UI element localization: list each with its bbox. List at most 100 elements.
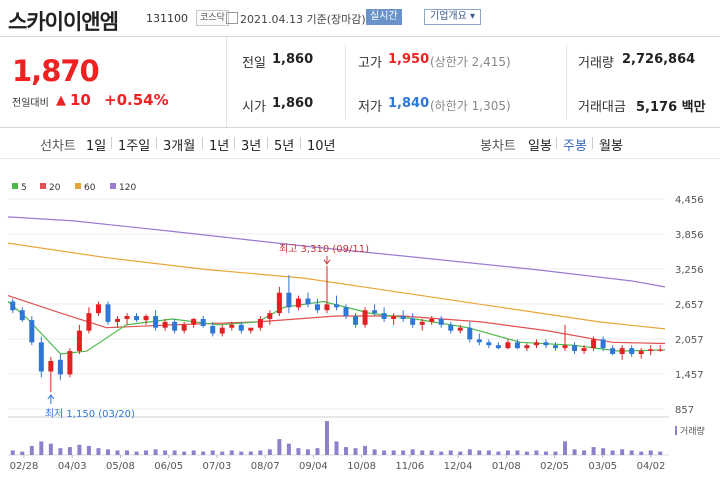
volume-bar	[58, 448, 63, 455]
candle-body	[115, 318, 120, 322]
volume-bar	[591, 447, 596, 455]
volume-bar	[277, 439, 282, 455]
candle-body	[514, 342, 520, 349]
y-tick-label: 3,256	[675, 265, 704, 276]
volume-bar	[48, 443, 53, 455]
legend-swatch	[75, 183, 81, 189]
candle-body	[86, 313, 92, 331]
price-chart[interactable]: 5 20 60 120 최고 3,310 (09/11) 최저 1,150 (03/20…	[0, 159, 720, 489]
legend-label: 120	[119, 183, 136, 193]
volume-bar	[601, 448, 606, 455]
candle-body	[134, 316, 140, 321]
y-tick-label: 1,457	[675, 370, 704, 381]
volume-bar	[20, 451, 25, 455]
tab-10year[interactable]: 10년	[307, 139, 336, 154]
candle-body	[591, 339, 597, 349]
y-tick-label: 2,657	[675, 300, 704, 311]
x-tick-label: 10/08	[347, 461, 376, 472]
volume-bar	[201, 451, 206, 455]
high-value: 1,950	[388, 52, 430, 67]
up-arrow-icon: ▲	[56, 93, 66, 108]
volume-bar	[96, 448, 101, 455]
tab-monthly[interactable]: 월봉	[599, 139, 623, 154]
stock-header: 스카이이앤엠 131100 코스닥 2021.04.13 기준(장마감) 실시간…	[0, 0, 720, 37]
volume-bar	[363, 445, 368, 455]
divider	[592, 137, 593, 149]
volume-bar	[420, 450, 425, 455]
tab-1day[interactable]: 1일	[86, 139, 107, 154]
candle-body	[438, 318, 444, 325]
candle-body	[210, 325, 216, 334]
y-tick-label: 4,456	[675, 195, 704, 206]
low-annotation: 최저 1,150 (03/20)	[45, 408, 135, 420]
volume-value: 2,726,864	[622, 52, 696, 67]
divider	[300, 137, 301, 149]
candle-body	[105, 304, 111, 322]
tab-3month[interactable]: 3개월	[163, 139, 196, 154]
volume-bar	[629, 450, 634, 455]
ma60-line	[7, 242, 666, 330]
candle-body	[572, 345, 578, 352]
candle-body	[143, 316, 149, 321]
candle-body	[600, 339, 606, 349]
volume-bar	[505, 450, 510, 455]
low-arrowhead-icon	[47, 394, 55, 400]
candle-body	[372, 310, 378, 314]
chart-legend: 5 20 60 120	[12, 183, 136, 193]
tab-1week[interactable]: 1주일	[118, 139, 151, 154]
candle-body	[10, 301, 16, 311]
candle-body	[229, 324, 235, 328]
divider	[556, 137, 557, 149]
x-tick-label: 04/02	[637, 461, 666, 472]
x-axis: 02/28 04/03 05/08 06/05 07/03 08/07 09/04 10/08…	[10, 455, 666, 472]
divider	[267, 137, 268, 149]
divider	[111, 137, 112, 149]
divider	[566, 45, 567, 119]
volume-bar	[448, 450, 453, 455]
volume-bar	[29, 445, 34, 455]
legend-label: 60	[84, 183, 96, 193]
volume-bar	[248, 451, 253, 455]
candle-chart-label: 봉차트	[480, 139, 516, 154]
tab-3year[interactable]: 3년	[241, 139, 262, 154]
candle-body	[95, 304, 101, 314]
x-tick-label: 07/03	[203, 461, 232, 472]
stock-code: 131100	[146, 12, 188, 25]
tab-5year[interactable]: 5년	[274, 139, 295, 154]
tab-daily[interactable]: 일봉	[528, 139, 552, 154]
candle-body	[295, 298, 301, 308]
moving-average-lines	[7, 216, 666, 355]
volume-bar	[163, 450, 168, 455]
volume-bar	[582, 450, 587, 455]
candle-body	[419, 321, 425, 325]
ma120-line	[7, 216, 666, 288]
candles	[10, 265, 663, 392]
tab-1year[interactable]: 1년	[209, 139, 230, 154]
volume-bar	[524, 451, 529, 455]
candle-body	[476, 339, 482, 343]
volume-bar	[144, 450, 149, 455]
realtime-button[interactable]: 실시간	[366, 9, 402, 25]
amount-label: 거래대금	[578, 100, 626, 115]
volume-bar	[639, 451, 644, 455]
volume-bar	[182, 451, 187, 455]
candle-body	[267, 313, 273, 319]
company-info-dropdown[interactable]: 기업개요 ▾	[424, 9, 481, 25]
candle-body	[238, 324, 244, 331]
tab-weekly[interactable]: 주봉	[563, 139, 587, 154]
volume-bar	[658, 451, 663, 455]
volume-bar	[77, 444, 82, 455]
volume-bar	[496, 451, 501, 455]
volume-bar	[324, 421, 329, 455]
candle-body	[657, 349, 663, 351]
open-value: 1,860	[272, 96, 314, 111]
x-tick-label: 01/08	[492, 461, 521, 472]
candle-body	[638, 351, 644, 354]
x-tick-label: 09/04	[299, 461, 328, 472]
candle-body	[124, 316, 130, 319]
candle-body	[191, 318, 197, 325]
volume-bar	[353, 448, 358, 455]
volume-bar	[115, 450, 120, 455]
volume-bar	[477, 450, 482, 455]
candle-body	[410, 318, 416, 325]
